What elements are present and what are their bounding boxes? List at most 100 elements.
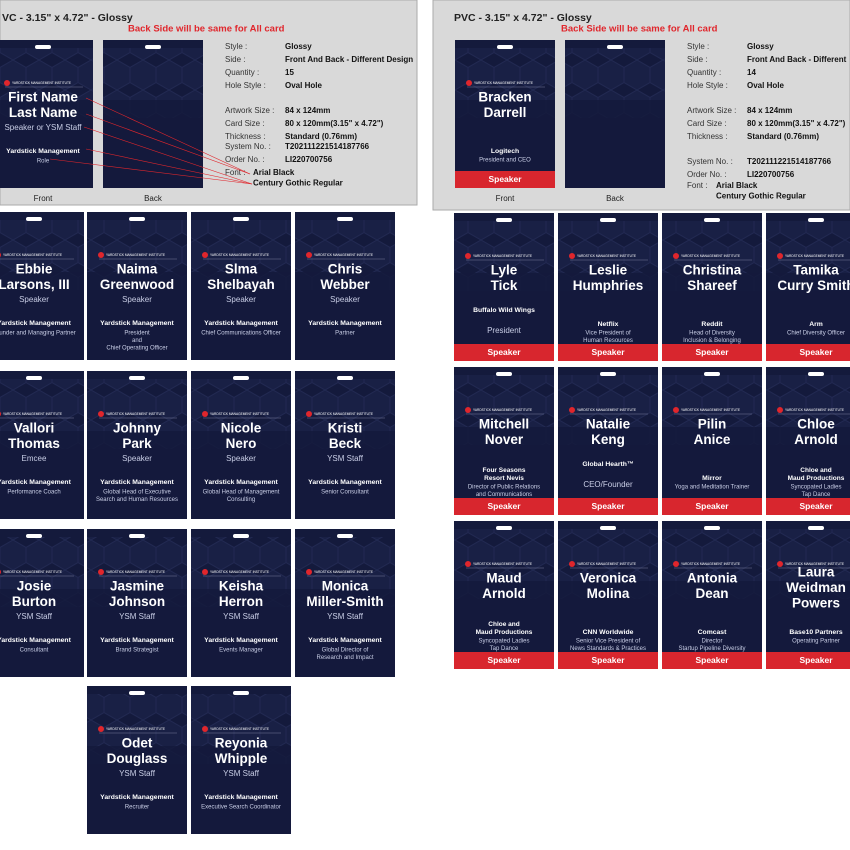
badge-company: Netflix (598, 321, 619, 328)
logo-text: YARDSTICK MANAGEMENT INSTITUTE (210, 727, 269, 731)
badge-name: Humphries (573, 278, 644, 293)
badge-hole (129, 217, 145, 221)
logo-text: YARDSTICK MANAGEMENT INSTITUTE (314, 253, 373, 257)
logo-mark (202, 726, 208, 732)
badge-band (662, 498, 762, 515)
badge-band-label: Speaker (591, 501, 625, 511)
spec-value: Glossy (747, 42, 774, 51)
spec-label: Order No. : (225, 155, 265, 164)
badge-band (455, 171, 555, 188)
badge-company: Chloe and Maud Productions (788, 467, 845, 482)
logo-text: YARDSTICK MANAGEMENT INSTITUTE (12, 81, 71, 85)
badge-company: Yardstick Management (6, 148, 80, 155)
logo-mark (98, 411, 104, 417)
badge: YARDSTICK MANAGEMENT INSTITUTE TamikaCurr… (766, 213, 850, 361)
logo-mark (569, 253, 575, 259)
badge-title: Global Head of Management (203, 490, 280, 496)
logo-mark (465, 253, 471, 259)
badge-company: Yardstick Management (204, 794, 278, 801)
badge-title: President and CEO (479, 158, 531, 164)
badge-name: Shareef (687, 278, 737, 293)
badge-name: Last Name (9, 105, 78, 120)
badge-company: Logitech (491, 148, 519, 155)
logo-mark (306, 252, 312, 258)
badge (103, 40, 203, 188)
badge-hole (26, 534, 42, 538)
logo-text: YARDSTICK MANAGEMENT INSTITUTE (681, 562, 740, 566)
badge-title: Head of Diversity (689, 331, 735, 337)
badge-band-label: Speaker (487, 501, 521, 511)
spec-value: 14 (747, 68, 756, 77)
badge-role: YSM Staff (223, 612, 260, 621)
logo-text: YARDSTICK MANAGEMENT INSTITUTE (577, 562, 636, 566)
badge-hole (704, 526, 720, 530)
spec-value: LI220700756 (747, 170, 795, 179)
badge-name: Darrell (484, 105, 527, 120)
badge-name: Thomas (8, 436, 60, 451)
badge-name: Miller-Smith (306, 594, 383, 609)
badge-title: Founder and Managing Partner (0, 331, 76, 337)
badge-hole (26, 376, 42, 380)
spec-value: 84 x 124mm (747, 106, 792, 115)
badge-fade (0, 272, 84, 360)
badge-hole (496, 526, 512, 530)
badge-title: Tap Dance (802, 492, 831, 498)
badge-title: Startup Pipeline Diversity (678, 646, 745, 652)
badge-role: Emcee (22, 454, 47, 463)
logo-text: YARDSTICK MANAGEMENT INSTITUTE (210, 412, 269, 416)
badge-hole (337, 217, 353, 221)
logo-text: YARDSTICK MANAGEMENT INSTITUTE (785, 408, 844, 412)
badge-company: Yardstick Management (0, 637, 72, 644)
badge-title: Human Resources (583, 338, 633, 344)
logo-text: YARDSTICK MANAGEMENT INSTITUTE (3, 570, 62, 574)
badge-role: YSM Staff (327, 612, 364, 621)
badge (565, 40, 665, 188)
badge-title: Senior Vice President of (576, 639, 641, 645)
badge: YARDSTICK MANAGEMENT INSTITUTE JasmineJoh… (87, 529, 187, 677)
spec-label: Card Size : (687, 119, 727, 128)
logo-mark (465, 561, 471, 567)
badge-name: Nero (226, 436, 257, 451)
font-pointer (85, 97, 251, 175)
badge-name: Tick (491, 278, 518, 293)
badge-fade (295, 272, 395, 360)
spec-label: Style : (225, 42, 247, 51)
badge-role: YSM Staff (119, 612, 156, 621)
badge: YARDSTICK MANAGEMENT INSTITUTE BrackenDar… (455, 40, 555, 188)
badge-company: Yardstick Management (308, 320, 382, 327)
badge-name: Antonia (687, 571, 738, 586)
badge-name: Leslie (589, 263, 628, 278)
badge-band-label: Speaker (591, 655, 625, 665)
badge: YARDSTICK MANAGEMENT INSTITUTE SlmaShelba… (191, 212, 291, 360)
badge-title: Operating Partner (792, 639, 840, 645)
badge-company: Reddit (701, 321, 723, 328)
badge-band (558, 652, 658, 669)
spec-value: Oval Hole (285, 81, 322, 90)
badge-company: Yardstick Management (100, 320, 174, 327)
badge-fade (295, 431, 395, 519)
badge-name: Johnson (109, 594, 165, 609)
badge-role: Speaker or YSM Staff (4, 123, 82, 132)
badge-name: Josie (17, 579, 52, 594)
logo-mark (202, 252, 208, 258)
font-value: Century Gothic Regular (253, 179, 343, 188)
logo-text: YARDSTICK MANAGEMENT INSTITUTE (106, 727, 165, 731)
spec-value: LI220700756 (285, 155, 333, 164)
badge: YARDSTICK MANAGEMENT INSTITUTELauraWeidm… (766, 521, 850, 669)
badge-role: Speaker (330, 295, 360, 304)
badge-name: Whipple (215, 751, 268, 766)
spec-label: Style : (687, 42, 709, 51)
badge-hole (600, 218, 616, 222)
badge-title: Recruiter (125, 805, 149, 811)
badge-hole (26, 217, 42, 221)
badge-name: Powers (792, 596, 840, 611)
badge-band-label: Speaker (488, 174, 522, 184)
badge-hole (233, 217, 249, 221)
badge: YARDSTICK MANAGEMENT INSTITUTE AntoniaDea… (662, 521, 762, 669)
panel-title: VC - 3.15" x 4.72" - Glossy (2, 12, 133, 24)
logo-mark (306, 411, 312, 417)
logo-mark (673, 561, 679, 567)
badge: YARDSTICK MANAGEMENT INSTITUTE ValloriTho… (0, 371, 84, 519)
badge-company: CNN Worldwide (583, 629, 634, 636)
badge-name: Ebbie (16, 262, 53, 277)
